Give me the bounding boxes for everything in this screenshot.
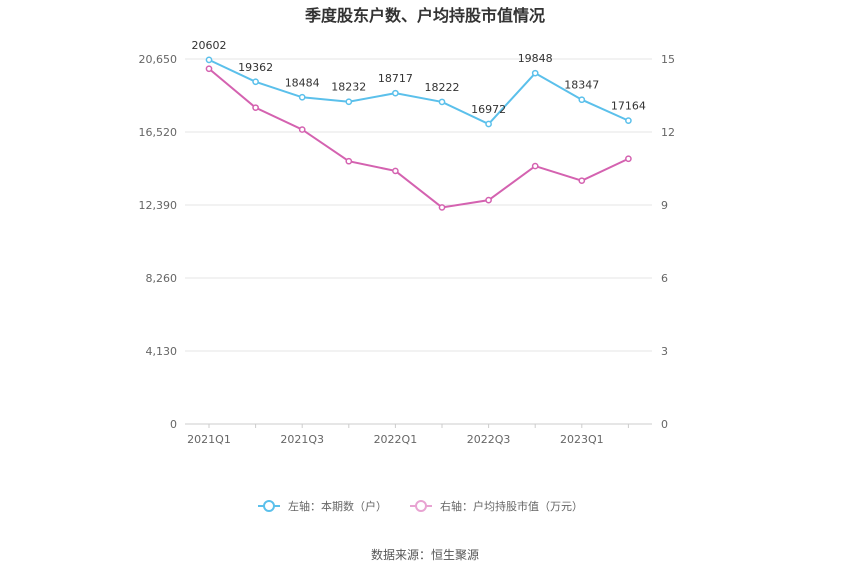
data-point xyxy=(438,98,446,106)
data-label: 18484 xyxy=(285,76,320,89)
right-axis: 0 3 6 9 12 15 xyxy=(661,53,675,431)
left-tick-label: 4,130 xyxy=(146,345,178,358)
data-point xyxy=(531,162,539,170)
data-point xyxy=(298,93,306,101)
series-line-1 xyxy=(208,67,629,209)
x-tick-label: 2023Q1 xyxy=(560,433,604,446)
data-point xyxy=(438,204,446,211)
data-label: 20602 xyxy=(192,39,227,52)
data-point xyxy=(345,157,353,165)
data-point xyxy=(485,120,492,128)
x-tick-label: 2021Q1 xyxy=(187,433,231,446)
x-axis: 2021Q1 2021Q3 2022Q1 2022Q3 2023Q1 xyxy=(187,424,629,446)
data-point xyxy=(392,167,399,175)
legend[interactable]: 左轴：本期数（户） 右轴：户均持股市值（万元） xyxy=(258,499,583,513)
right-tick-label: 9 xyxy=(661,199,668,212)
data-point xyxy=(345,98,353,106)
right-tick-label: 0 xyxy=(661,418,668,431)
left-tick-label: 16,520 xyxy=(139,126,178,139)
legend-item-1[interactable]: 右轴：户均持股市值（万元） xyxy=(410,499,583,513)
data-label: 18222 xyxy=(425,81,460,94)
x-tick-label: 2021Q3 xyxy=(280,433,324,446)
data-label: 16972 xyxy=(471,103,506,116)
source-note: 数据来源：恒生聚源 xyxy=(370,548,479,562)
left-tick-label: 20,650 xyxy=(139,53,178,66)
data-point xyxy=(531,69,539,77)
data-point xyxy=(625,155,632,163)
data-label: 17164 xyxy=(611,100,646,113)
data-label: 19848 xyxy=(518,52,553,65)
data-label: 18347 xyxy=(564,79,599,92)
right-tick-label: 3 xyxy=(661,345,668,358)
left-tick-label: 12,390 xyxy=(139,199,178,212)
data-point xyxy=(392,89,399,97)
right-tick-label: 15 xyxy=(661,53,675,66)
legend-marker xyxy=(263,500,275,512)
x-tick-label: 2022Q1 xyxy=(374,433,418,446)
series-line-0 xyxy=(208,58,629,126)
data-point xyxy=(485,196,492,204)
data-point xyxy=(252,78,259,86)
series-group: 20602 19362 18484 18232 18717 18222 16972 19848… xyxy=(192,39,646,211)
legend-marker xyxy=(415,500,427,512)
data-point xyxy=(578,96,586,104)
left-tick-label: 0 xyxy=(170,418,177,431)
x-tick-label: 2022Q3 xyxy=(467,433,511,446)
data-point xyxy=(578,177,586,185)
data-point xyxy=(298,126,306,133)
right-tick-label: 12 xyxy=(661,126,675,139)
chart-title: 季度股东户数、户均持股市值情况 xyxy=(304,6,545,25)
data-point xyxy=(625,117,632,124)
data-label: 18717 xyxy=(378,72,413,85)
left-tick-label: 8,260 xyxy=(146,272,178,285)
grid-lines xyxy=(185,58,652,425)
legend-label: 左轴：本期数（户） xyxy=(288,499,387,513)
data-label: 19362 xyxy=(238,61,273,74)
legend-label: 右轴：户均持股市值（万元） xyxy=(440,499,583,513)
data-point xyxy=(252,104,259,112)
data-point xyxy=(205,65,213,73)
data-label: 18232 xyxy=(331,81,366,94)
right-tick-label: 6 xyxy=(661,272,668,285)
legend-item-0[interactable]: 左轴：本期数（户） xyxy=(258,499,387,513)
left-axis: 0 4,130 8,260 12,390 16,520 20,650 xyxy=(139,53,178,431)
data-point xyxy=(205,56,213,64)
